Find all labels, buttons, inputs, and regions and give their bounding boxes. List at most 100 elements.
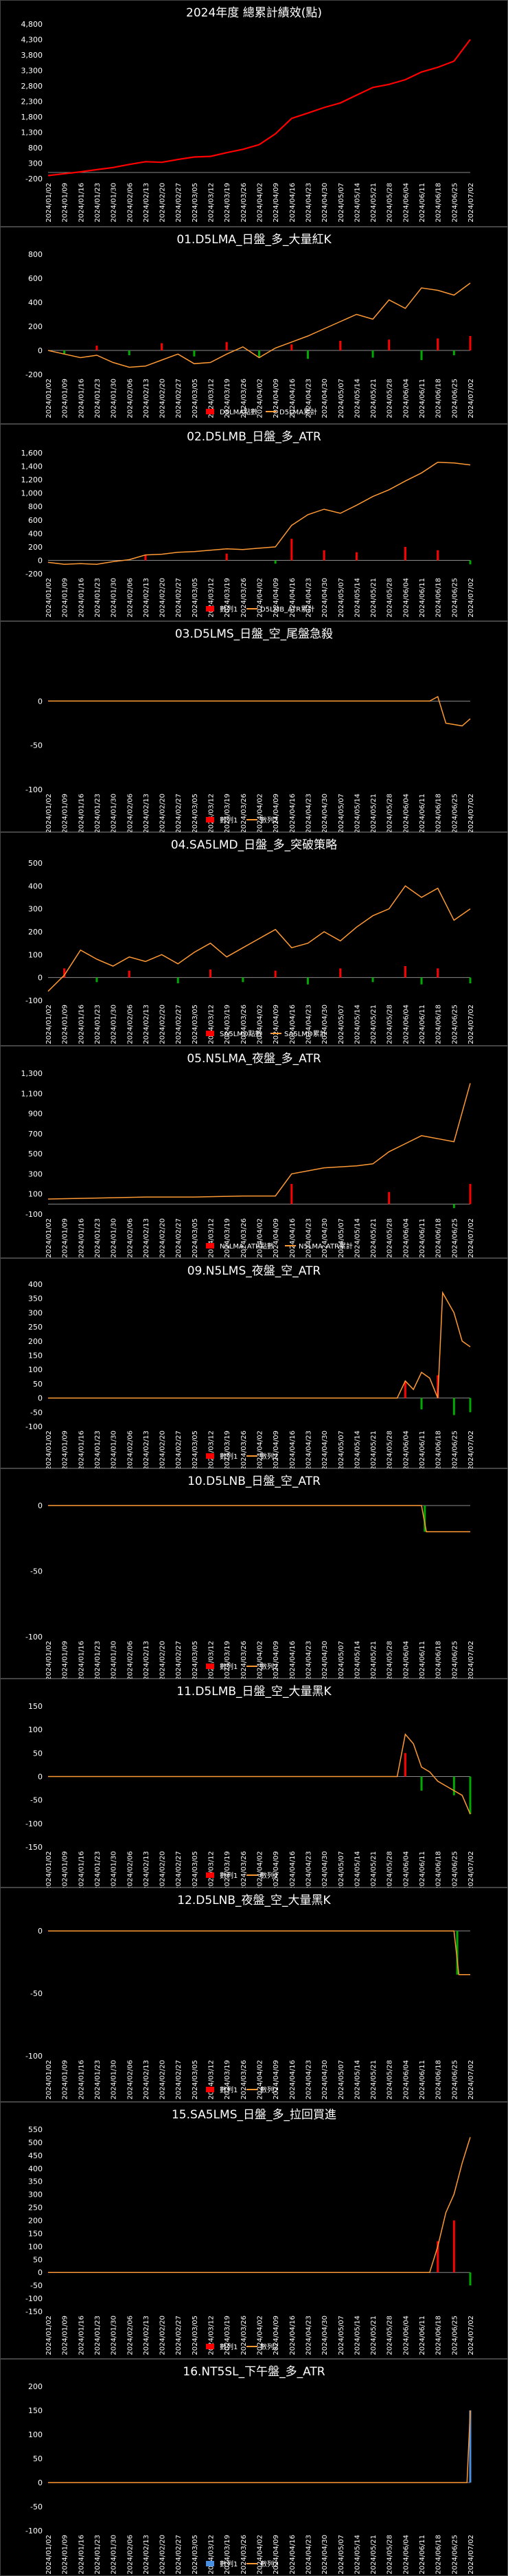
x-tick-label: 2024/03/26 (240, 379, 248, 418)
x-tick-label: 2024/04/09 (273, 1431, 280, 1470)
x-tick-label: 2024/01/02 (45, 2060, 53, 2100)
x-tick-label: 2024/02/06 (126, 578, 134, 618)
x-tick-label: 2024/02/27 (175, 2535, 183, 2575)
panel-border (0, 1679, 508, 1888)
data-bar (290, 344, 293, 350)
x-tick-label: 2024/06/11 (419, 379, 426, 418)
legend-label: 數列1 (220, 816, 238, 825)
x-tick-label: 2024/02/27 (175, 1218, 183, 1258)
x-tick-label: 2024/07/02 (467, 1851, 475, 1891)
x-tick-label: 2024/06/11 (419, 2060, 426, 2100)
x-tick-label: 2024/07/02 (467, 2060, 475, 2100)
chart-title: 10.D5LNB_日盤_空_ATR (187, 1475, 321, 1488)
x-tick-label: 2024/02/06 (126, 1005, 134, 1044)
x-tick-label: 2024/06/25 (451, 379, 459, 418)
x-tick-label: 2024/01/02 (45, 1005, 53, 1044)
chart-title: 01.D5LMA_日盤_多_大量紅K (176, 233, 332, 247)
x-tick-label: 2024/05/14 (354, 379, 361, 418)
x-tick-label: 2024/02/06 (126, 794, 134, 833)
y-tick-label: 300 (28, 1308, 43, 1317)
x-tick-label: 2024/03/19 (224, 2060, 231, 2100)
x-tick-label: 2024/04/02 (257, 1641, 264, 1681)
legend-swatch (206, 2561, 214, 2566)
legend-label: 數列2 (260, 1871, 278, 1880)
y-tick-label: 1,100 (21, 1089, 43, 1098)
legend-swatch (206, 1243, 214, 1248)
x-tick-label: 2024/05/21 (370, 183, 378, 223)
y-tick-label: 600 (28, 274, 43, 283)
x-tick-label: 2024/05/21 (370, 1431, 378, 1470)
data-bar (323, 550, 325, 561)
data-bar (452, 350, 455, 355)
x-tick-label: 2024/04/16 (289, 1641, 297, 1681)
panel-border (0, 424, 508, 621)
chart-panel: 16.NT5SL_下午盤_多_ATR200150100500-50-100202… (0, 2359, 508, 2576)
x-tick-label: 2024/02/20 (159, 1218, 167, 1258)
x-tick-label: 2024/03/26 (240, 2316, 248, 2355)
x-tick-label: 2024/04/23 (305, 2060, 312, 2100)
x-tick-label: 2024/06/04 (402, 183, 410, 223)
x-tick-label: 2024/01/23 (94, 2316, 102, 2355)
x-tick-label: 2024/01/30 (111, 2060, 118, 2100)
y-tick-label: 4,300 (21, 36, 43, 45)
y-tick-label: -50 (30, 1567, 43, 1576)
x-tick-label: 2024/01/16 (78, 1851, 85, 1891)
x-tick-label: 2024/03/05 (192, 379, 199, 418)
y-tick-label: 150 (28, 2229, 43, 2238)
x-tick-label: 2024/03/05 (192, 183, 199, 223)
x-tick-label: 2024/07/02 (467, 1005, 475, 1044)
y-tick-label: -100 (25, 785, 43, 794)
x-tick-label: 2024/02/20 (159, 2535, 167, 2575)
x-tick-label: 2024/04/23 (305, 1005, 312, 1044)
x-tick-label: 2024/04/02 (257, 1851, 264, 1891)
x-tick-label: 2024/05/21 (370, 1851, 378, 1891)
legend: N5LMA_ATR點數 N5LMA_ATR累計 (206, 1242, 353, 1251)
x-tick-label: 2024/07/02 (467, 2316, 475, 2355)
data-bar (274, 970, 277, 978)
legend: 數列1 數列2 (206, 1452, 278, 1461)
x-tick-label: 2024/03/05 (192, 1218, 199, 1258)
x-tick-label: 2024/04/30 (321, 1218, 329, 1258)
x-tick-label: 2024/05/07 (338, 2060, 345, 2100)
data-bar (63, 350, 66, 355)
data-bar (420, 977, 423, 985)
x-tick-label: 2024/04/09 (273, 2316, 280, 2355)
x-tick-label: 2024/02/20 (159, 578, 167, 618)
legend-swatch (206, 1453, 214, 1459)
x-tick-label: 2024/02/27 (175, 794, 183, 833)
legend-label: 數列2 (260, 2560, 278, 2568)
x-tick-label: 2024/07/02 (467, 2535, 475, 2575)
y-tick-label: 900 (28, 1110, 43, 1119)
x-tick-label: 2024/01/23 (94, 1218, 102, 1258)
x-tick-label: 2024/01/02 (45, 183, 53, 223)
y-tick-label: -100 (25, 1422, 43, 1431)
x-tick-label: 2024/04/09 (273, 794, 280, 833)
legend: 數列1 數列2 (206, 2560, 278, 2568)
y-tick-label: -100 (25, 2052, 43, 2061)
y-tick-label: 400 (28, 529, 43, 538)
legend-swatch (206, 606, 214, 612)
legend-label: 數列2 (260, 2085, 278, 2094)
series-line (47, 885, 471, 992)
x-tick-label: 2024/07/02 (467, 578, 475, 618)
x-tick-label: 2024/02/27 (175, 578, 183, 618)
x-tick-label: 2024/02/06 (126, 1641, 134, 1681)
data-bar (437, 1375, 439, 1398)
x-tick-label: 2024/06/11 (419, 1005, 426, 1044)
x-tick-label: 2024/04/16 (289, 183, 297, 223)
x-tick-label: 2024/03/12 (208, 1005, 216, 1044)
x-tick-label: 2024/07/02 (467, 1641, 475, 1681)
x-tick-label: 2024/04/16 (289, 2316, 297, 2355)
y-tick-label: -150 (25, 1843, 43, 1852)
legend-label: 數列1 (220, 2560, 238, 2568)
x-tick-label: 2024/02/13 (143, 1218, 150, 1258)
chart-panel: 09.N5LMS_夜盤_空_ATR 400 350 300 250 200 150 100 50… (0, 1258, 508, 1470)
y-tick-label: -100 (25, 1210, 43, 1219)
legend: 數列1 數列2 (206, 1662, 278, 1671)
x-tick-label: 2024/04/09 (273, 1641, 280, 1681)
x-tick-label: 2024/01/16 (78, 1005, 85, 1044)
x-tick-label: 2024/05/07 (338, 2316, 345, 2355)
legend-label: 數列2 (260, 1662, 278, 1671)
